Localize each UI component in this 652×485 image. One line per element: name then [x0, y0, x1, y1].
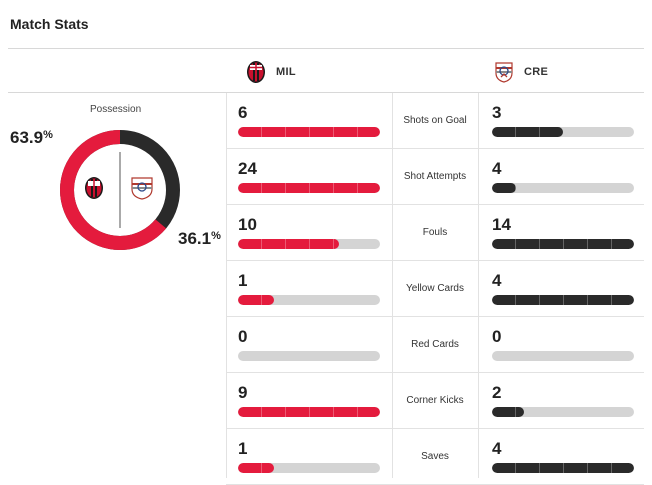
away-stat-bar-fill — [492, 183, 516, 193]
cremonese-crest-icon — [131, 177, 153, 200]
row-divider — [226, 316, 644, 317]
stat-label: Red Cards — [411, 339, 459, 350]
away-stat-bar — [492, 407, 634, 417]
away-possession-number: 36.1 — [178, 229, 212, 248]
home-stat-value: 6 — [238, 103, 248, 122]
possession-donut — [60, 130, 180, 250]
title-divider — [8, 48, 644, 49]
away-team-abbr: CRE — [524, 66, 549, 78]
ac-milan-crest-icon — [85, 177, 103, 199]
away-stat-bar-fill — [492, 295, 634, 305]
away-stat-bar-fill — [492, 407, 524, 417]
home-team-abbr: MIL — [276, 66, 296, 78]
stat-row: 10 Fouls 14 — [226, 205, 644, 261]
stat-label: Yellow Cards — [406, 283, 464, 294]
stat-row: 1 Yellow Cards 4 — [226, 261, 644, 317]
home-stat-value: 1 — [238, 271, 248, 290]
home-stat-value: 24 — [238, 159, 257, 178]
row-divider — [226, 372, 644, 373]
home-stat-bar — [238, 463, 380, 473]
away-stat-bar — [492, 183, 634, 193]
away-stat-bar-fill — [492, 127, 563, 137]
stat-label: Corner Kicks — [406, 395, 464, 406]
stat-label: Shot Attempts — [403, 171, 467, 182]
away-stat-bar — [492, 463, 634, 473]
stat-label: Shots on Goal — [403, 115, 467, 126]
header-divider — [8, 92, 644, 93]
home-stat-value: 0 — [238, 327, 248, 346]
column-divider-mid-right — [478, 93, 479, 478]
home-stat-bar — [238, 183, 380, 193]
home-team-header: MIL — [244, 58, 296, 86]
away-team-header: CRE — [492, 58, 548, 86]
stat-label: Fouls — [422, 227, 448, 238]
home-stat-bar-fill — [238, 183, 380, 193]
home-stat-bar-fill — [238, 295, 274, 305]
page-title: Match Stats — [10, 16, 89, 32]
home-stat-value: 1 — [238, 439, 248, 458]
home-stat-bar — [238, 127, 380, 137]
home-stat-value: 10 — [238, 215, 257, 234]
away-stat-bar — [492, 295, 634, 305]
away-stat-value: 14 — [492, 215, 511, 234]
away-stat-bar — [492, 239, 634, 249]
away-stat-bar-fill — [492, 239, 634, 249]
home-possession-value: 63.9% — [10, 128, 53, 148]
row-divider — [226, 204, 644, 205]
away-stat-bar — [492, 127, 634, 137]
home-stat-value: 9 — [238, 383, 248, 402]
home-stat-bar — [238, 407, 380, 417]
stat-row: 0 Red Cards 0 — [226, 317, 644, 373]
away-possession-value: 36.1% — [178, 229, 221, 249]
home-stat-bar — [238, 239, 380, 249]
row-divider — [226, 148, 644, 149]
home-stat-bar-fill — [238, 239, 340, 249]
away-stat-value: 0 — [492, 327, 502, 346]
stat-row: 6 Shots on Goal 3 — [226, 93, 644, 149]
away-stat-value: 4 — [492, 439, 502, 458]
away-stat-value: 2 — [492, 383, 502, 402]
stat-row: 1 Saves 4 — [226, 429, 644, 485]
column-divider-left — [226, 93, 227, 478]
home-stat-bar — [238, 351, 380, 361]
stat-label: Saves — [421, 451, 449, 462]
away-stat-bar-fill — [492, 463, 634, 473]
away-stat-value: 4 — [492, 271, 502, 290]
home-possession-number: 63.9 — [10, 128, 44, 147]
away-stat-value: 3 — [492, 103, 502, 122]
away-stat-bar — [492, 351, 634, 361]
home-stat-bar-fill — [238, 127, 380, 137]
possession-label: Possession — [90, 104, 142, 115]
stat-row: 9 Corner Kicks 2 — [226, 373, 644, 429]
possession-home-arc — [60, 130, 180, 250]
home-stat-bar — [238, 295, 380, 305]
away-possession-unit: % — [211, 230, 221, 242]
cremonese-crest-icon — [495, 62, 513, 83]
away-stat-value: 4 — [492, 159, 502, 178]
home-stat-bar-fill — [238, 463, 274, 473]
home-stat-bar-fill — [238, 407, 380, 417]
row-divider — [226, 428, 644, 429]
ac-milan-crest-icon — [247, 61, 265, 83]
row-divider — [226, 260, 644, 261]
home-possession-unit: % — [43, 129, 53, 141]
column-divider-mid-left — [392, 93, 393, 478]
stat-row: 24 Shot Attempts 4 — [226, 149, 644, 205]
